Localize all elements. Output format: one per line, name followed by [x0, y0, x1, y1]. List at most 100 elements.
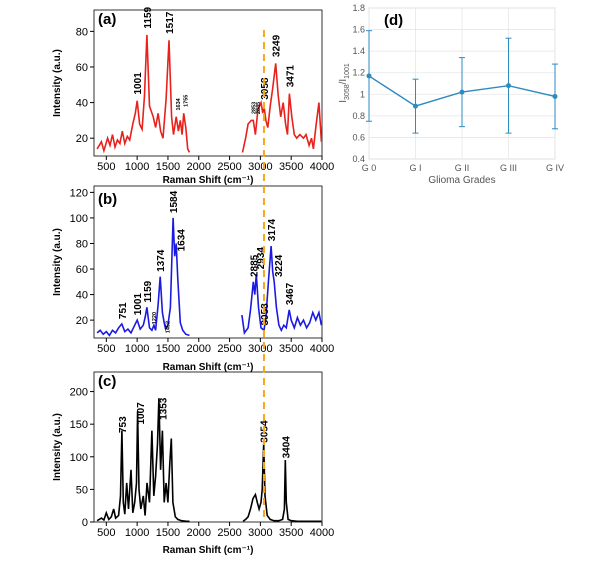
panel-b-peak-label: 1159	[143, 280, 154, 302]
panel-d-y-axis-title: I3058/I1001	[338, 63, 351, 103]
panel-c-series	[96, 398, 322, 523]
panel-d-y-tick-label: 0.8	[352, 111, 365, 121]
panel-d-x-tick-label: G III	[500, 163, 517, 173]
panel-b-peak-label: 3058	[260, 303, 271, 326]
panel-b-x-axis-title: Raman Shift (cm⁻¹)	[163, 362, 254, 373]
panel-c-y-tick-label: 50	[76, 484, 88, 496]
panel-b-peak-label: 1374	[156, 249, 167, 272]
panel-b-y-tick-label: 100	[70, 213, 88, 225]
panel-a-spectrum-segment	[241, 63, 323, 153]
panel-c-y-tick-label: 0	[82, 517, 88, 529]
panel-b-x-tick-label: 4000	[310, 343, 334, 355]
panel-b-x-tick-label: 3500	[279, 343, 303, 355]
panel-a-x-tick-label: 2000	[187, 161, 211, 173]
panel-b-axes: 500 1000 1500 2000 2500 3000 3500 4000 20 40 60 80 1…	[70, 187, 335, 355]
panel-c-y-tick-label: 100	[70, 452, 88, 464]
panel-c-x-tick-label: 2000	[187, 527, 211, 539]
panel-d-y-tick-label: 1.8	[352, 3, 365, 13]
panel-d-y-tick-label: 1	[360, 89, 365, 99]
panel-d-x-tick-label: G IV	[546, 163, 564, 173]
panel-a-series	[96, 34, 323, 154]
panel-d-ratio-plot: 0.4 0.6 0.8 1 1.2 1.4 1.6 1.8 G 0 G I G II G III G I…	[338, 3, 564, 186]
panel-d-x-tick-label: G II	[455, 163, 470, 173]
panel-d-label: (d)	[384, 12, 403, 29]
panel-a-peak-label: 1634	[176, 97, 182, 110]
panel-d-y-axis-title-sub1: 3058	[344, 84, 351, 100]
panel-b-peak-label: 1634	[176, 229, 187, 252]
panel-b-raman-spectrum: 500 1000 1500 2000 2500 3000 3500 4000 20 40 60 80 1…	[52, 185, 335, 373]
panel-c-x-tick-label: 3500	[279, 527, 303, 539]
panel-a-x-tick-label: 3500	[279, 161, 303, 173]
panel-d-axes: 0.4 0.6 0.8 1 1.2 1.4 1.6 1.8 G 0 G I G II G III G I…	[352, 3, 564, 173]
panel-a-x-tick-label: 2500	[217, 161, 241, 173]
panel-a-x-tick-label: 500	[97, 161, 115, 173]
panel-b-peak-label: 3174	[267, 219, 278, 242]
panel-c-frame	[93, 371, 323, 523]
panel-c-peak-label: 1007	[136, 402, 147, 425]
panel-d-data-point	[413, 103, 418, 109]
panel-d-data-point	[552, 93, 558, 99]
panel-b-y-tick-label: 40	[76, 290, 88, 302]
panel-b-peak-label: 3467	[285, 282, 296, 305]
panel-b-spectrum-segment	[96, 217, 190, 337]
panel-a-y-tick-label: 80	[76, 26, 88, 38]
panel-b-y-tick-label: 20	[76, 315, 88, 327]
panel-d-series	[366, 30, 558, 134]
panel-d-x-axis-title: Glioma Grades	[428, 175, 495, 186]
panel-a-x-tick-label: 1500	[156, 161, 180, 173]
panel-a-y-axis-title: Intensity (a.u.)	[52, 49, 63, 117]
panel-b-label: (b)	[98, 191, 117, 208]
panel-a-y-tick-label: 40	[76, 98, 88, 110]
panel-a-peak-label: 3058	[260, 77, 271, 100]
panel-b-peak-label: 1452	[166, 321, 172, 333]
panel-c-x-tick-label: 1000	[125, 527, 149, 539]
panel-a-x-tick-label: 1000	[125, 161, 149, 173]
panel-a-frame	[93, 9, 323, 157]
panel-a-peak-label: 3249	[272, 34, 283, 57]
panel-c-spectrum-segment	[96, 398, 190, 523]
panel-b-x-tick-label: 3000	[248, 343, 272, 355]
panel-a-peak-label: 2885	[256, 102, 262, 114]
panel-c-y-tick-label: 150	[70, 419, 88, 431]
panel-b-x-tick-label: 500	[97, 343, 115, 355]
panel-b-y-axis-title: Intensity (a.u.)	[52, 228, 63, 296]
panel-b-y-tick-label: 120	[70, 187, 88, 199]
panel-a-spectrum-segment	[96, 34, 191, 154]
panel-c-x-tick-label: 1500	[156, 527, 180, 539]
panel-b-peak-label: 3224	[274, 254, 285, 277]
panel-b-peak-label: 2885	[249, 254, 260, 277]
panel-a-raman-spectrum: 500 1000 1500 2000 2500 3000 3500 400020406080 …	[52, 6, 334, 186]
panel-d-x-tick-label: G 0	[362, 163, 377, 173]
panel-c-raman-spectrum: 500 1000 1500 2000 2500 3000 3500 4000 0 50 100 150…	[52, 371, 335, 556]
panel-b-x-tick-label: 1000	[125, 343, 149, 355]
panel-b-x-tick-label: 2500	[217, 343, 241, 355]
panel-a-peak-label: 3471	[285, 65, 296, 88]
panel-b-y-tick-label: 60	[76, 264, 88, 276]
panel-d-data-point	[459, 89, 465, 95]
panel-c-axes: 500 1000 1500 2000 2500 3000 3500 4000 0 50 100 150…	[70, 387, 335, 539]
panel-d-x-tick-label: G I	[409, 163, 421, 173]
panel-d-y-tick-label: 1.6	[352, 25, 365, 35]
panel-a-x-axis-title: Raman Shift (cm⁻¹)	[163, 175, 254, 186]
panel-c-x-tick-label: 4000	[310, 527, 334, 539]
panel-d-data-point	[366, 73, 372, 79]
panel-b-peak-label: 1220	[152, 312, 158, 324]
panel-a-axes: 500 1000 1500 2000 2500 3000 3500 4000 20 40 60 80	[76, 26, 334, 173]
panel-c-peak-label: 753	[118, 416, 129, 433]
panel-a-y-tick-label: 20	[76, 133, 88, 145]
panel-c-y-tick-label: 200	[70, 387, 88, 399]
panel-b-y-tick-label: 80	[76, 238, 88, 250]
panel-d-y-tick-label: 1.4	[352, 46, 365, 56]
panel-d-y-axis-title-mid: /I	[338, 79, 349, 85]
panel-b-series	[96, 217, 323, 337]
panel-d-y-axis-title-sub2: 1001	[344, 63, 351, 79]
panel-a-peak-label: 1517	[165, 11, 176, 34]
panel-c-peak-label: 3054	[260, 420, 271, 443]
panel-a-peak-label: 1159	[143, 6, 154, 28]
panel-c-x-axis-title: Raman Shift (cm⁻¹)	[163, 545, 254, 556]
panel-a-x-tick-label: 4000	[310, 161, 334, 173]
panel-d-y-tick-label: 0.6	[352, 132, 365, 142]
panel-c-label: (c)	[98, 373, 116, 390]
panel-d-data-point	[506, 83, 511, 89]
